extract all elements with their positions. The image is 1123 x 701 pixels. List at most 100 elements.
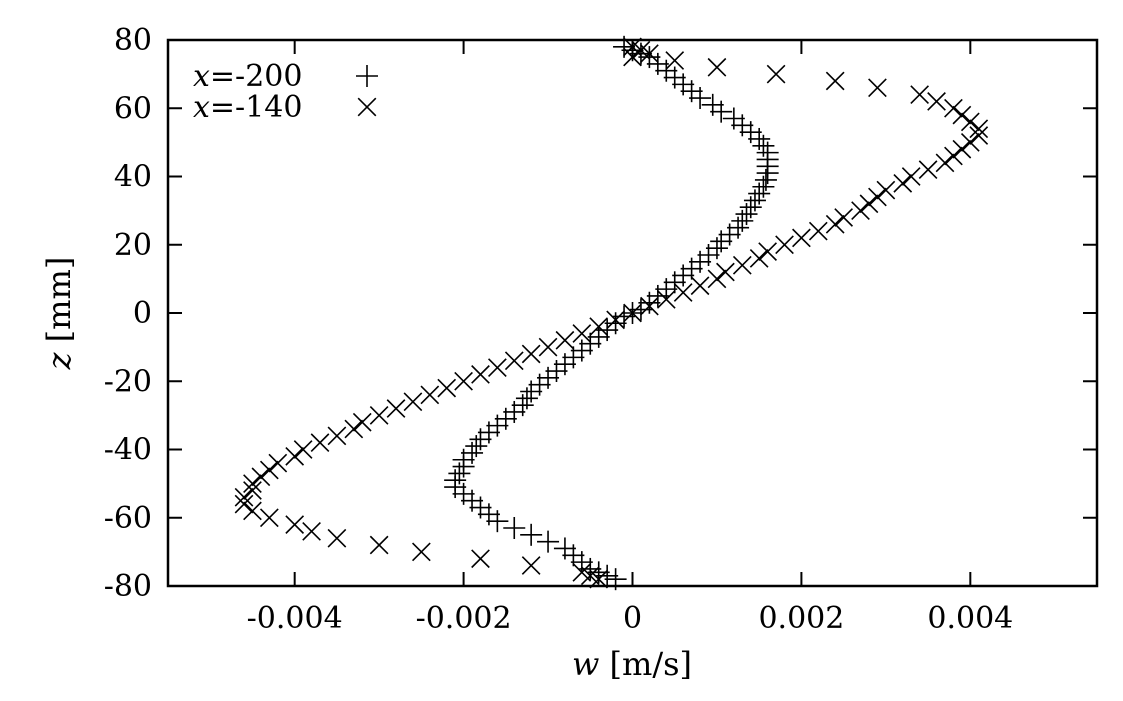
- cross-stroke-b: [259, 508, 279, 528]
- data-point-cross: [302, 522, 321, 541]
- cross-stroke-b: [758, 242, 777, 261]
- cross-stroke-b: [910, 85, 930, 104]
- cross-stroke-b: [285, 446, 305, 466]
- cross-stroke-b: [352, 412, 372, 432]
- data-point-cross: [310, 433, 330, 453]
- cross-stroke-b: [918, 160, 938, 180]
- cross-stroke-b: [251, 467, 271, 487]
- data-point-cross: [504, 351, 524, 371]
- data-point-cross: [859, 194, 879, 214]
- data-point-cross: [606, 310, 625, 330]
- cross-stroke-b: [580, 566, 600, 586]
- data-point-cross: [707, 269, 727, 289]
- data-point-cross: [268, 453, 288, 473]
- data-point-cross: [808, 221, 828, 241]
- data-point-cross: [420, 385, 440, 405]
- data-point-cross: [352, 412, 372, 432]
- data-point-cross: [243, 481, 262, 500]
- data-point-cross: [960, 112, 980, 132]
- data-point-cross: [640, 296, 659, 316]
- data-point-cross: [749, 249, 769, 268]
- cross-stroke-b: [631, 40, 651, 60]
- data-point-cross: [411, 542, 431, 562]
- y-tick-label: 0: [133, 296, 152, 331]
- data-point-cross: [868, 187, 887, 207]
- data-point-cross: [623, 47, 642, 67]
- data-point-cross: [369, 406, 389, 425]
- cross-stroke-b: [969, 126, 989, 145]
- data-point-plus: [515, 387, 538, 410]
- data-point-cross: [834, 208, 854, 227]
- cross-stroke-b: [640, 44, 659, 64]
- data-point-cross: [952, 105, 972, 125]
- cross-stroke-b: [656, 289, 676, 309]
- data-point-plus: [754, 168, 777, 191]
- data-point-cross: [589, 317, 609, 337]
- data-point-cross: [327, 426, 347, 446]
- legend: x=-200 x=-140: [193, 59, 378, 125]
- legend-label-series-1: x=-200: [193, 59, 302, 94]
- cross-stroke-b: [859, 194, 879, 214]
- data-point-cross: [259, 508, 279, 528]
- y-tick-label: 40: [114, 160, 152, 195]
- x-tick-label: 0.004: [927, 601, 1013, 636]
- data-point-cross: [521, 556, 541, 575]
- data-point-cross: [901, 167, 921, 186]
- y-tick-label: -40: [104, 433, 152, 468]
- legend-symbol-plus: [356, 65, 378, 87]
- cross-stroke-b: [944, 98, 963, 118]
- axis-tick-labels: -0.004 -0.002 0 0.002 0.004 -80 -60 -40 -20 0 20 40…: [104, 23, 1014, 636]
- cross-stroke-b: [969, 119, 989, 139]
- data-point-cross: [944, 146, 963, 166]
- cross-stroke-b: [420, 385, 440, 405]
- legend-label-series-2: x=-140: [193, 90, 302, 125]
- cross-stroke-b: [665, 51, 685, 70]
- data-point-plus: [689, 87, 712, 110]
- cross-stroke-b: [808, 221, 828, 241]
- data-point-cross: [471, 365, 490, 384]
- cross-stroke-b: [504, 351, 524, 371]
- cross-stroke-b: [293, 440, 313, 459]
- data-point-cross: [488, 358, 507, 377]
- cross-stroke-b: [327, 426, 347, 446]
- cross-stroke-b: [707, 269, 727, 289]
- cross-stroke-b: [944, 146, 963, 166]
- x-tick-label: -0.004: [247, 601, 343, 636]
- data-point-cross: [572, 324, 592, 343]
- data-point-cross: [825, 71, 845, 91]
- cross-stroke-b: [825, 71, 845, 91]
- data-point-cross: [259, 460, 279, 480]
- data-point-cross: [665, 51, 685, 70]
- legend-marker-cross: [357, 97, 377, 117]
- data-point-cross: [623, 303, 642, 323]
- data-point-cross: [775, 235, 794, 255]
- cross-stroke-b: [876, 180, 896, 200]
- cross-stroke-b: [893, 173, 913, 193]
- x-tick-label: 0.002: [758, 601, 844, 636]
- cross-stroke-b: [792, 228, 811, 248]
- data-point-plus: [629, 298, 652, 321]
- cross-stroke-b: [243, 481, 262, 500]
- data-point-cross: [868, 78, 887, 98]
- cross-stroke-b: [935, 153, 955, 173]
- cross-stroke-b: [673, 283, 693, 302]
- cross-stroke-b: [960, 133, 980, 152]
- series-1: [444, 35, 779, 591]
- data-point-cross: [766, 64, 786, 84]
- cross-stroke-b: [454, 371, 473, 391]
- cross-stroke-b: [327, 528, 347, 548]
- cross-stroke-b: [259, 460, 279, 480]
- data-point-cross: [589, 569, 609, 589]
- x-tick-label: -0.002: [416, 601, 512, 636]
- data-point-cross: [471, 549, 490, 569]
- cross-stroke-b: [589, 317, 609, 337]
- data-point-cross: [369, 535, 389, 555]
- cross-stroke-b: [952, 105, 972, 125]
- data-point-cross: [656, 289, 676, 309]
- cross-stroke-b: [606, 310, 625, 330]
- cross-stroke-b: [310, 433, 330, 453]
- legend-symbol-cross: [357, 97, 377, 117]
- cross-stroke-b: [766, 64, 786, 84]
- cross-stroke-b: [555, 330, 575, 350]
- cross-stroke-b: [471, 365, 490, 384]
